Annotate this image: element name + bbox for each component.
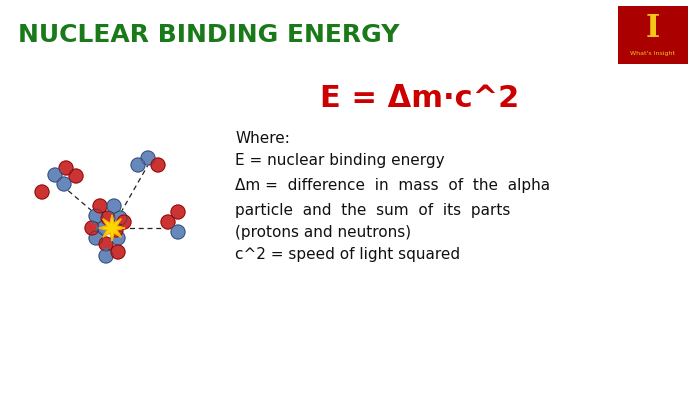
Text: E = nuclear binding energy: E = nuclear binding energy [235,152,444,167]
Circle shape [35,185,49,199]
Circle shape [48,168,62,182]
Circle shape [97,221,111,235]
Text: Δm =  difference  in  mass  of  the  alpha: Δm = difference in mass of the alpha [235,178,550,193]
Circle shape [69,169,83,183]
Circle shape [101,211,115,225]
Circle shape [85,221,99,235]
Text: I: I [646,13,660,43]
Text: Where:: Where: [235,130,290,145]
Circle shape [171,205,185,219]
Text: particle  and  the  sum  of  its  parts: particle and the sum of its parts [235,203,510,217]
Circle shape [111,231,125,245]
Circle shape [161,215,175,229]
Circle shape [141,151,155,165]
Circle shape [111,245,125,259]
Text: (protons and neutrons): (protons and neutrons) [235,225,411,240]
Polygon shape [99,215,125,241]
Circle shape [171,225,185,239]
Circle shape [151,158,165,172]
Circle shape [99,237,113,251]
Circle shape [117,215,131,229]
Circle shape [131,158,145,172]
Circle shape [113,211,127,225]
Circle shape [93,199,107,213]
Circle shape [107,199,121,213]
Text: NUCLEAR BINDING ENERGY: NUCLEAR BINDING ENERGY [18,23,400,47]
Text: What's Insight: What's Insight [631,50,676,56]
Text: c^2 = speed of light squared: c^2 = speed of light squared [235,247,460,262]
FancyBboxPatch shape [618,6,688,64]
Circle shape [89,209,103,223]
Circle shape [89,231,103,245]
Text: E = Δm·c^2: E = Δm·c^2 [321,84,519,113]
Circle shape [57,177,71,191]
Circle shape [59,161,73,175]
Circle shape [99,249,113,263]
Circle shape [109,223,123,237]
